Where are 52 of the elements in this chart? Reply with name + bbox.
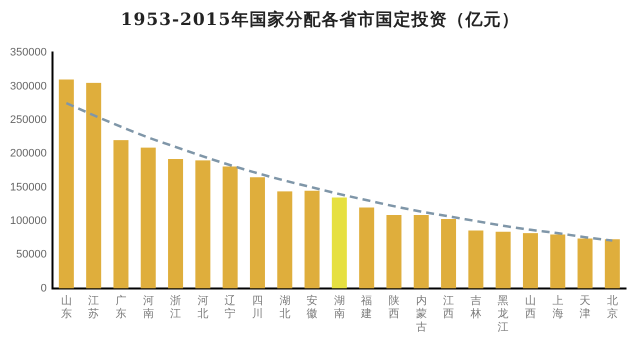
y-tick-label: 300000 [10, 80, 47, 92]
y-tick-label: 250000 [10, 114, 47, 126]
x-tick-label: 江西 [443, 295, 454, 320]
bar [304, 190, 320, 288]
x-tick-label: 山西 [524, 294, 536, 320]
bar [113, 140, 128, 288]
x-tick-label: 陕西 [388, 295, 400, 320]
bar [277, 191, 292, 288]
x-tick-label: 广东 [115, 294, 126, 320]
bar [522, 233, 538, 288]
x-tick-label: 河北 [197, 295, 208, 320]
bar [86, 82, 102, 288]
bar [550, 234, 566, 288]
x-tick-label: 河南 [142, 295, 154, 320]
bar [140, 148, 156, 288]
y-tick-label: 100000 [10, 215, 47, 228]
x-tick-label: 北京 [606, 294, 618, 320]
x-tick-label: 福建 [360, 294, 372, 320]
bar [578, 238, 593, 288]
x-tick-label: 安徽 [306, 294, 318, 320]
line-series [65, 102, 614, 242]
x-tick-label: 辽宁 [224, 295, 236, 320]
bar [414, 214, 429, 288]
bar [359, 208, 374, 288]
bar [604, 239, 620, 288]
x-tick-label: 山东 [60, 294, 72, 320]
bar [441, 219, 456, 288]
y-tick-label: 150000 [10, 181, 47, 194]
chart-title: 1953-2015年国家分配各省市国定投资（亿元） [120, 9, 520, 31]
bar [250, 177, 265, 288]
x-tick-label: 江苏 [88, 295, 100, 320]
x-tick-label: 浙江 [170, 294, 182, 320]
bar [168, 159, 184, 288]
x-tick-label: 四川 [252, 295, 263, 320]
x-tick-label: 黑龙江 [498, 295, 509, 334]
x-tick-label: 吉林 [469, 294, 482, 320]
y-tick-label: 50000 [16, 248, 47, 261]
x-tick-label: 湖南 [334, 295, 345, 320]
y-tick-label: 0 [40, 282, 47, 294]
bar [496, 232, 511, 288]
y-tick-label: 350000 [10, 46, 47, 59]
x-tick-label: 内蒙古 [416, 294, 427, 334]
bar [195, 160, 210, 288]
bar [332, 197, 347, 288]
bar [386, 214, 402, 288]
x-tick-label: 上海 [552, 294, 564, 320]
x-tick-label: 天津 [580, 295, 591, 320]
bar [222, 166, 238, 288]
y-tick-label: 200000 [10, 148, 47, 160]
x-tick-label: 湖北 [279, 295, 290, 320]
bar [58, 80, 74, 288]
bar [468, 230, 484, 288]
